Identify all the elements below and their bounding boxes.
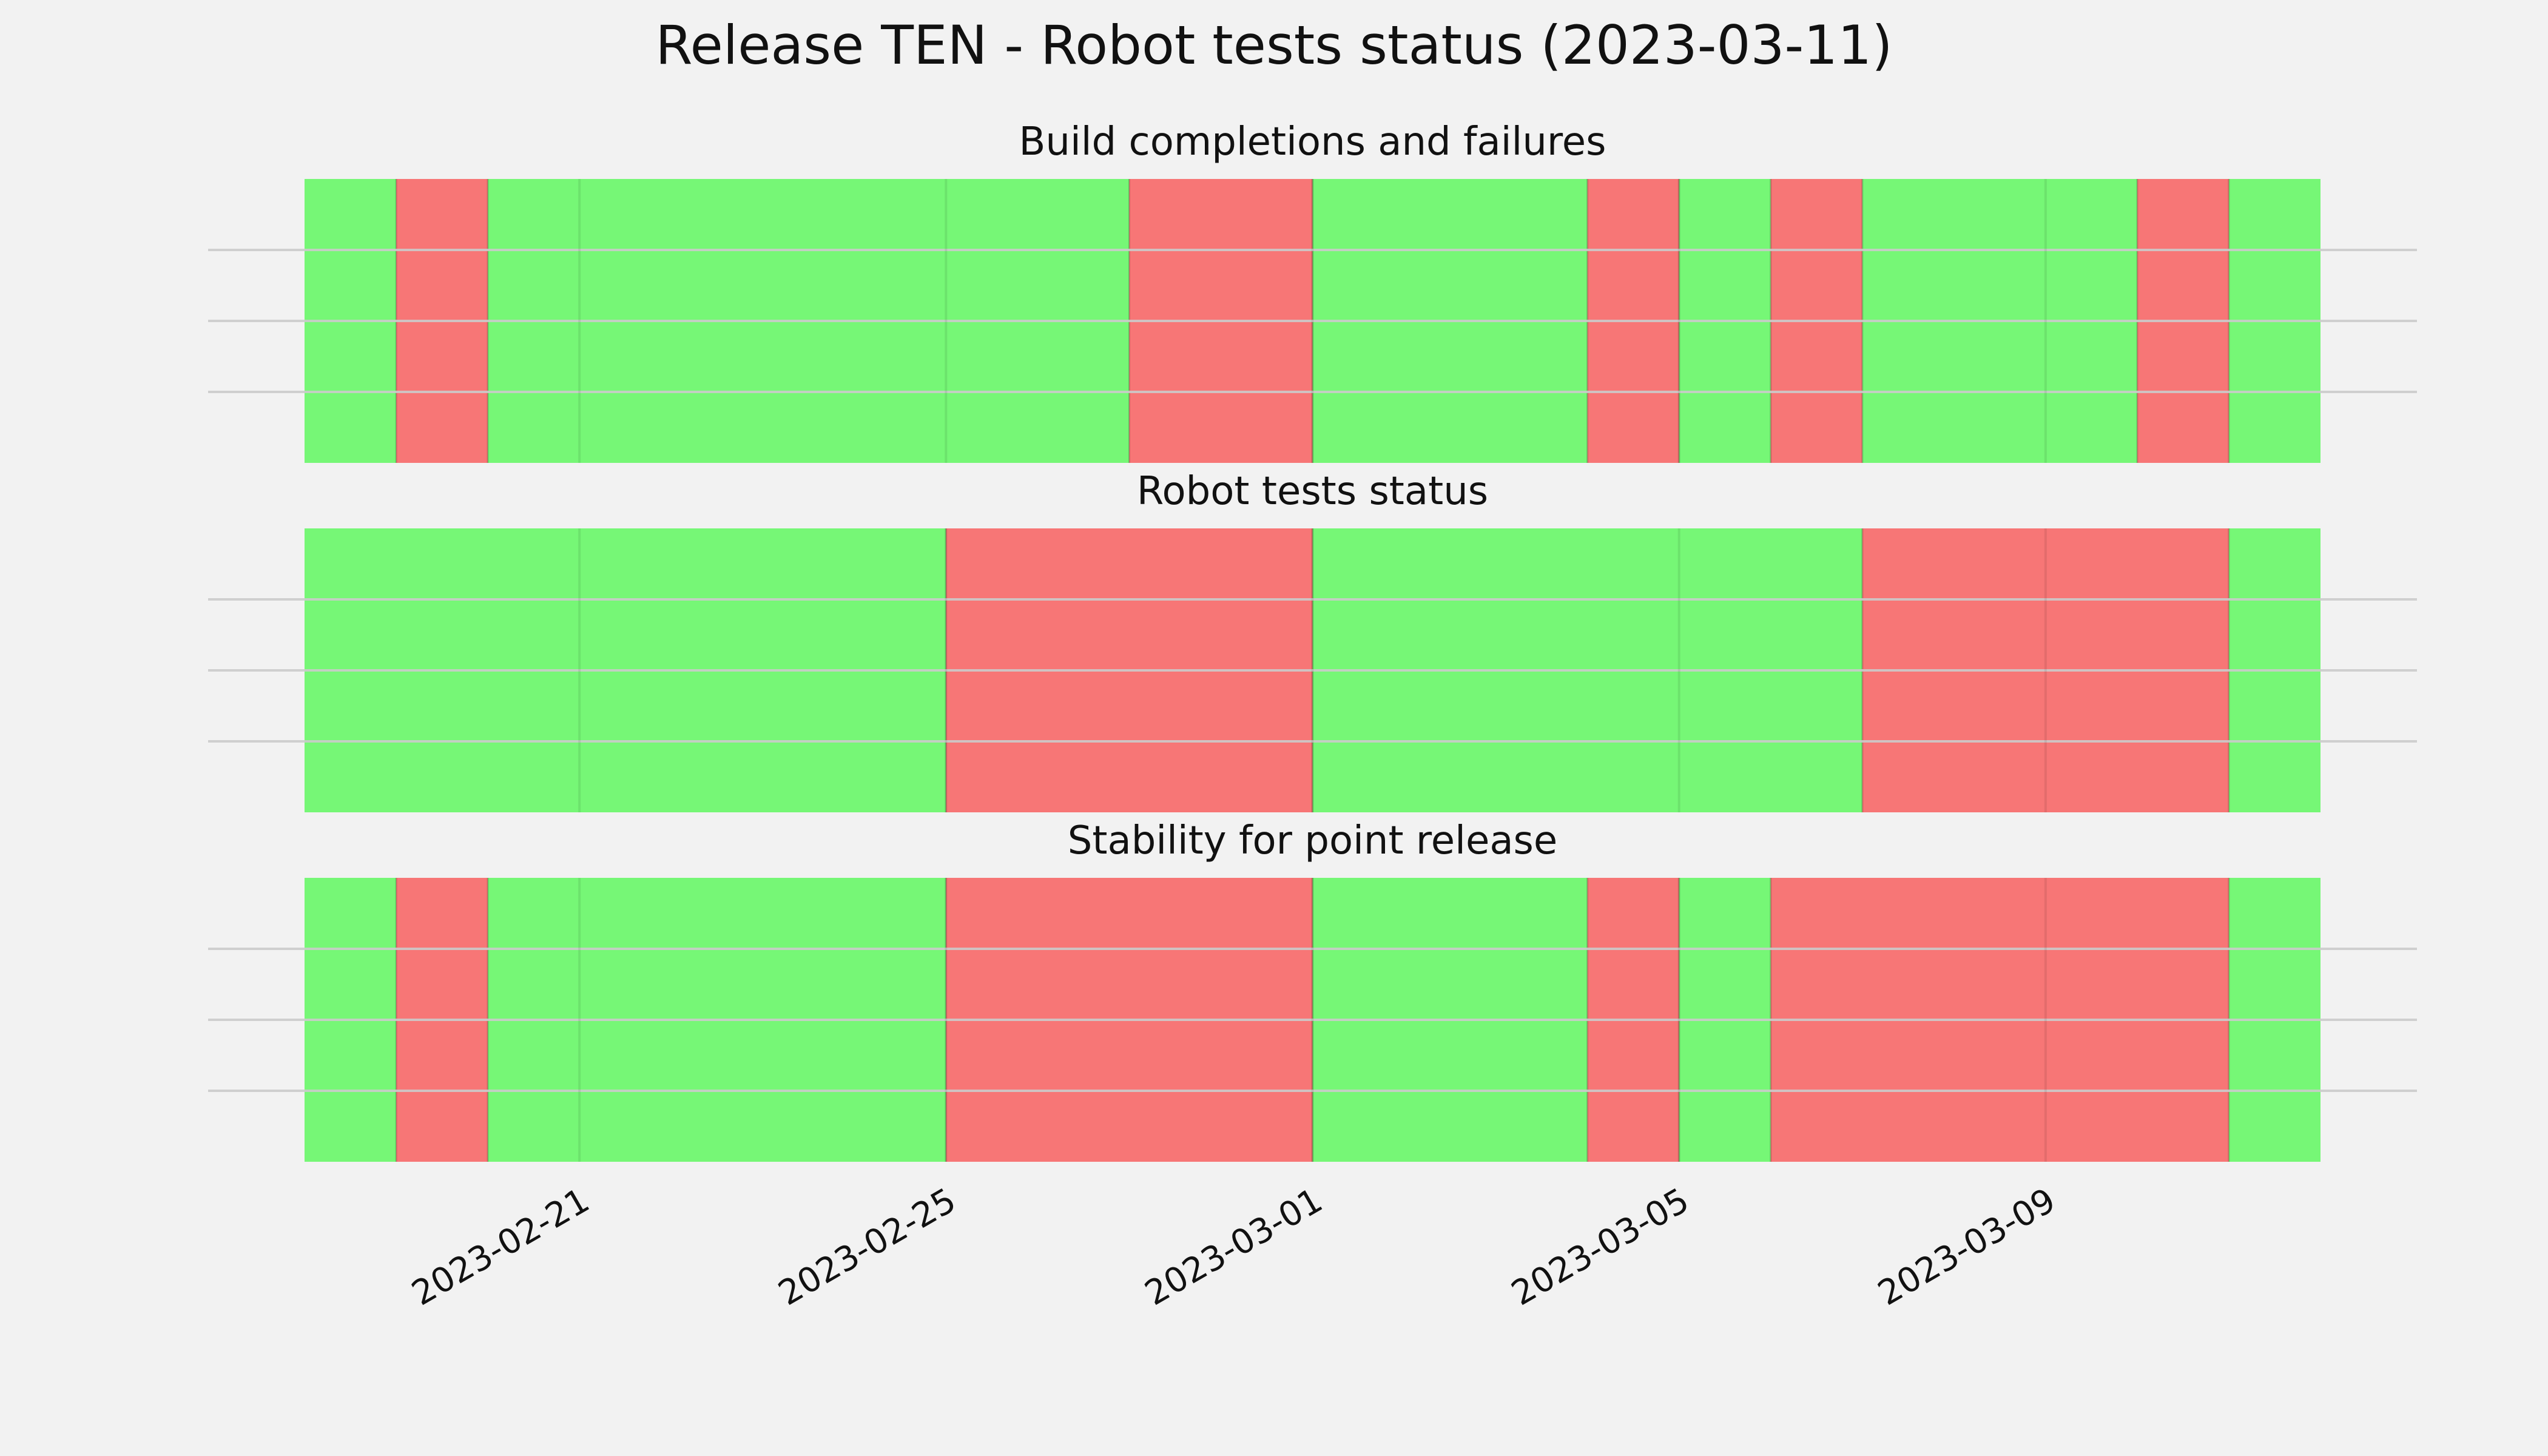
panel-3: Stability for point release xyxy=(208,818,2417,1162)
chart-title: Release TEN - Robot tests status (2023-0… xyxy=(655,14,1892,76)
panel-title: Build completions and failures xyxy=(1019,120,1606,164)
panel-1: Build completions and failures xyxy=(208,120,2417,463)
panel-2: Robot tests status xyxy=(208,469,2417,812)
panel-title: Robot tests status xyxy=(1137,469,1488,514)
panel-title: Stability for point release xyxy=(1068,818,1558,863)
